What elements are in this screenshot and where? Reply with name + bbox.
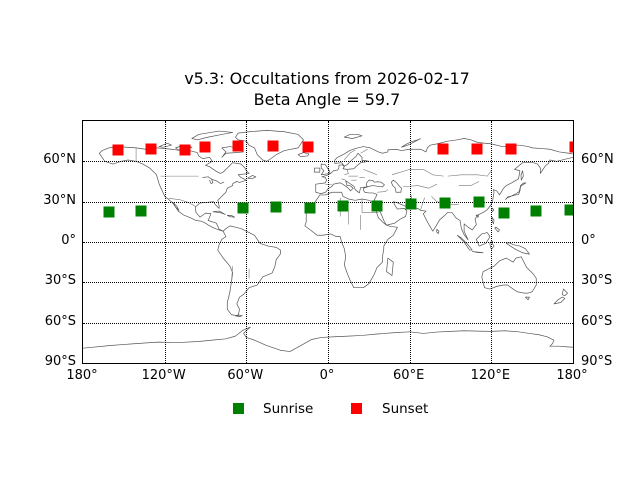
sunset-marker: [569, 141, 573, 153]
legend-sunrise-swatch: [233, 403, 244, 414]
sunrise-marker: [337, 200, 349, 212]
lat-tick-label-right: 60°N: [581, 152, 614, 168]
gridline-parallel: [83, 242, 573, 243]
sunset-marker: [302, 141, 314, 153]
lon-tick-label: 0°: [319, 368, 335, 383]
sunrise-marker: [270, 201, 282, 213]
lat-tick-label-left: 0°: [61, 233, 76, 248]
sunset-marker: [437, 143, 449, 155]
sunset-marker: [199, 141, 211, 153]
sunset-marker: [145, 143, 156, 155]
gridline-parallel: [83, 322, 573, 324]
lat-tick-label-right: 60°S: [581, 313, 613, 329]
legend-sunset-label: Sunset: [382, 401, 429, 417]
sunset-marker: [232, 140, 244, 152]
sunset-marker: [179, 144, 191, 155]
lat-tick-label-left: 60°N: [43, 152, 76, 168]
sunrise-marker: [237, 202, 249, 214]
sunset-marker: [267, 140, 279, 152]
sunrise-marker: [405, 198, 417, 210]
lon-tick-label: 120°W: [141, 368, 186, 383]
lat-tick-label-left: 30°S: [44, 273, 76, 289]
gridline-parallel: [83, 161, 573, 163]
lon-tick-label: 120°E: [470, 368, 511, 383]
country-border-group: [136, 149, 491, 299]
lat-tick-label-right: 90°S: [581, 354, 613, 369]
lat-tick-label-right: 30°S: [581, 273, 613, 289]
legend-sunrise-label: Sunrise: [263, 401, 314, 417]
sunrise-marker: [498, 207, 510, 219]
lat-tick-label-right: 0°: [581, 233, 596, 248]
sunrise-marker: [439, 197, 451, 209]
map-plot: [82, 120, 574, 364]
lat-tick-label-left: 60°S: [44, 313, 76, 329]
sunset-marker: [471, 143, 483, 155]
sunrise-marker: [304, 202, 316, 214]
lat-tick-label-left: 90°S: [44, 354, 76, 369]
gridline-parallel: [83, 282, 573, 284]
sunrise-marker: [371, 200, 383, 212]
lon-tick-label: 60°E: [393, 368, 425, 383]
gridline-parallel: [83, 201, 573, 203]
sunrise-marker: [530, 205, 542, 217]
lon-tick-label: 180°: [556, 368, 588, 383]
sunset-marker: [112, 144, 124, 156]
sunrise-marker: [473, 196, 485, 208]
sunrise-marker: [103, 206, 115, 218]
sunrise-marker: [135, 205, 147, 217]
chart-title-line2: Beta Angle = 59.7: [253, 90, 401, 109]
lon-tick-label: 60°W: [227, 368, 264, 383]
legend-sunset-swatch: [351, 403, 362, 414]
lat-tick-label-left: 30°N: [43, 192, 76, 208]
chart-title: v5.3: Occultations from 2026-02-17 Beta …: [82, 68, 572, 110]
sunset-marker: [505, 143, 517, 155]
lat-tick-label-right: 30°N: [581, 192, 614, 208]
sunrise-marker: [564, 204, 573, 216]
lon-tick-label: 180°: [66, 368, 98, 383]
chart-title-line1: v5.3: Occultations from 2026-02-17: [184, 69, 470, 88]
